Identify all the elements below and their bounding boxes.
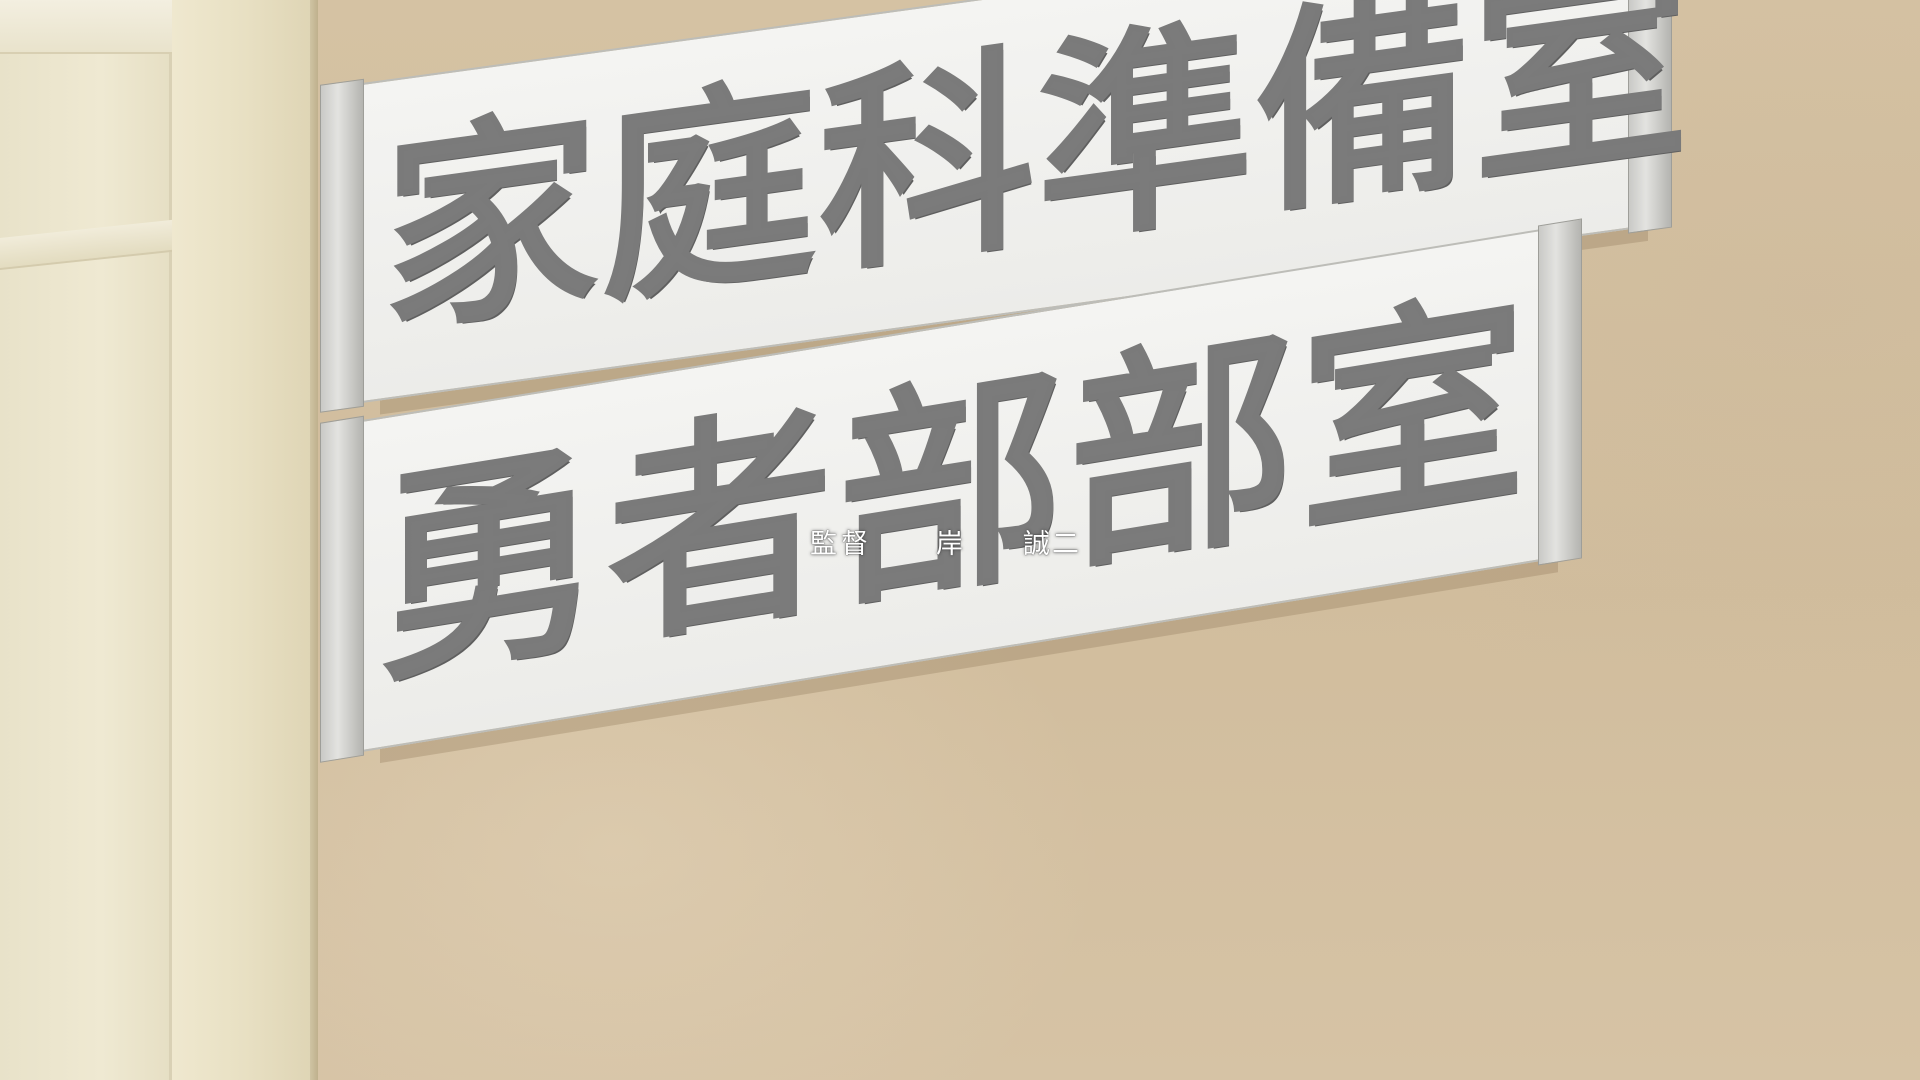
sign-glyph: 室 bbox=[1296, 261, 1530, 570]
wall-pillar bbox=[172, 0, 317, 1080]
sign-glyph: 室 bbox=[1469, 0, 1693, 220]
door-top-edge bbox=[0, 0, 172, 54]
sign-glyph: 科 bbox=[815, 21, 1039, 310]
sign-cap-right bbox=[1538, 218, 1582, 566]
sign-glyph: 部 bbox=[834, 336, 1068, 645]
sign-cap-left bbox=[320, 415, 364, 763]
credit-role: 監督 bbox=[810, 529, 872, 560]
sign-glyph: 庭 bbox=[597, 51, 821, 340]
sign-glyph: 勇 bbox=[372, 411, 606, 720]
director-credit: 監督 岸 誠二 bbox=[800, 522, 1130, 562]
sign-glyph: 家 bbox=[379, 80, 603, 369]
sign-glyph: 備 bbox=[1251, 0, 1475, 250]
pillar-edge bbox=[310, 0, 318, 1080]
sign-cap-left bbox=[320, 78, 364, 413]
door bbox=[0, 0, 172, 1080]
credit-given-name: 誠二 bbox=[1023, 529, 1081, 560]
door-panel bbox=[0, 0, 172, 1080]
credit-family-name: 岸 bbox=[936, 529, 963, 560]
sign-glyph: 準 bbox=[1033, 0, 1257, 280]
